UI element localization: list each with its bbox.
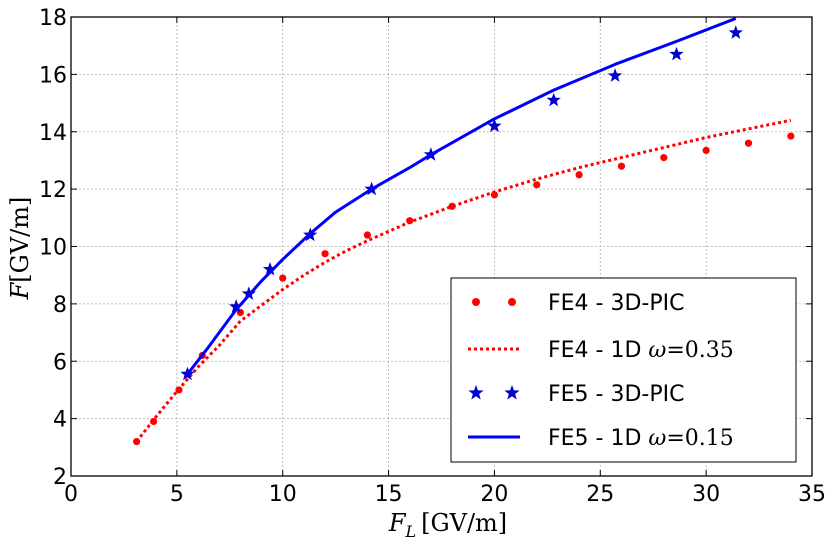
x-tick-label: 25: [586, 482, 614, 507]
legend-entry-fe4-1d: FE4 - 1D ω=0.35: [468, 338, 734, 363]
x-tick-label: 10: [269, 482, 297, 507]
fe4-pic-point: [490, 191, 499, 199]
fe5-pic-star: [262, 261, 278, 276]
fe4-pic-point: [744, 139, 753, 147]
x-tick-label: 20: [480, 482, 508, 507]
legend-entry-fe4-pic: FE4 - 3D-PIC: [472, 291, 684, 316]
y-tick-label: 18: [39, 6, 67, 31]
fe4-pic-point: [279, 274, 287, 282]
x-tick-label: 15: [375, 482, 403, 507]
fe4-pic-point: [363, 231, 371, 239]
fe5-pic-star: [669, 46, 684, 61]
ticks: [70, 16, 813, 477]
y-tick-label: 8: [53, 293, 67, 318]
y-tick-label: 16: [39, 63, 67, 88]
x-tick-label: 30: [692, 482, 720, 507]
fe4-pic-point: [787, 132, 795, 140]
y-axis-title: F[GV/m]: [6, 197, 34, 301]
y-tick-label: 6: [53, 350, 67, 375]
legend-marker-fe5-pic-1: [468, 385, 484, 400]
fe5-pic-star: [607, 68, 623, 82]
legend-label-fe5-pic: FE5 - 3D-PIC: [548, 382, 684, 407]
y-tick-label: 4: [53, 408, 67, 433]
fe5-pic-star: [229, 299, 244, 313]
fe4-pic-point: [321, 250, 329, 258]
series-layer: [133, 17, 795, 446]
legend: FE4 - 3D-PIC FE4 - 1D ω=0.35 FE5 - 3D-PIC…: [450, 277, 797, 463]
legend-marker-fe5-pic-2: [504, 385, 520, 400]
series-3: [186, 17, 737, 376]
y-tick-label: 12: [39, 178, 67, 203]
legend-label-fe5-1d: FE5 - 1D ω=0.15: [548, 426, 734, 451]
fe5-pic-star: [546, 92, 561, 107]
legend-label-fe4-1d: FE4 - 1D ω=0.35: [548, 338, 734, 363]
fe5-pic-star: [728, 25, 743, 39]
x-tick-label: 35: [798, 482, 826, 507]
x-axis-title: FL [GV/m]: [388, 509, 507, 541]
y-tick-label: 14: [39, 121, 67, 146]
tick-labels: 0 5 10 15 20 25 30 35 2 4 6 8 10 12 14 16 18: [39, 6, 826, 507]
fe5-pic-star: [487, 118, 502, 133]
fe4-pic-point: [702, 146, 710, 154]
legend-marker-fe4-pic-1: [472, 298, 480, 306]
legend-entry-fe5-1d: FE5 - 1D ω=0.15: [468, 426, 734, 451]
legend-entry-fe5-pic: FE5 - 3D-PIC: [468, 382, 684, 407]
legend-label-fe4-pic: FE4 - 3D-PIC: [548, 291, 684, 316]
y-tick-label: 2: [53, 465, 67, 490]
fe4-pic-point: [617, 162, 626, 170]
fe4-pic-point: [533, 181, 541, 189]
fe4-pic-point: [133, 437, 141, 446]
fe5-1d-line: [186, 17, 737, 376]
x-tick-label: 5: [170, 482, 184, 507]
legend-box: [450, 277, 797, 463]
legend-marker-fe4-pic-2: [508, 298, 516, 306]
y-tick-label: 10: [39, 236, 67, 261]
x-tick-label: 0: [64, 482, 78, 507]
fe4-pic-point: [575, 171, 583, 179]
fe4-pic-point: [660, 153, 668, 162]
